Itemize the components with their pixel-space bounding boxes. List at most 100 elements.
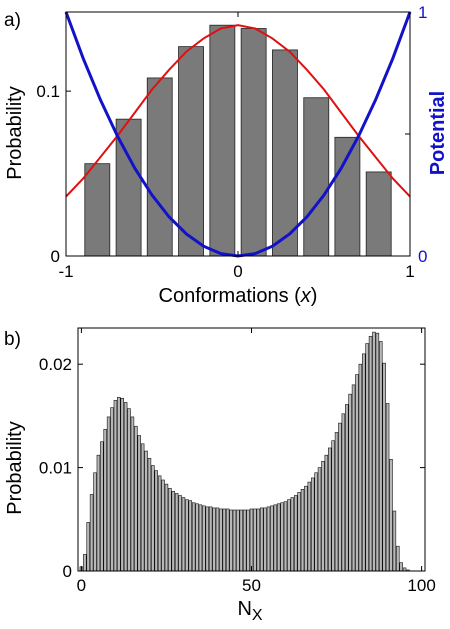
panel-b-bar: [293, 495, 298, 572]
panel-b-bar: [382, 362, 386, 572]
panel-b-bar: [253, 508, 257, 572]
panel-b-y-tick-label: 0: [63, 562, 72, 581]
panel-b-bar: [324, 454, 329, 572]
panel-a-x-axis-label: Conformations (x): [159, 285, 318, 307]
panel-b-bar: [341, 413, 346, 572]
panel-b-bar: [331, 440, 335, 572]
panel-b-bar: [195, 503, 199, 572]
panel-b-bar: [239, 509, 244, 572]
panel-a-y2-axis-label: Potential: [427, 91, 449, 175]
panel-b-x-tick-label: 50: [242, 576, 261, 595]
panel-b-bar: [96, 454, 101, 572]
panel-b-bar: [154, 470, 158, 572]
panel-b-bars: [79, 331, 410, 572]
panel-b-bar: [83, 554, 87, 572]
panel-b-bar: [358, 363, 363, 572]
panel-b-bar: [168, 487, 172, 572]
panel-b-bar: [348, 393, 352, 572]
panel-b-bar: [256, 508, 261, 572]
panel-b-bar: [385, 403, 390, 572]
panel-a-y2-tick-label: 0: [418, 247, 427, 266]
panel-a-bar: [209, 24, 236, 257]
panel-b-bar: [334, 432, 339, 572]
panel-b-bar: [157, 475, 162, 572]
panel-b-bar: [379, 341, 383, 572]
panel-a: a) Probability Potential Conformations (…: [4, 3, 449, 307]
panel-a-bar: [303, 97, 330, 257]
panel-b-bar: [106, 416, 111, 572]
panel-b-bar: [110, 407, 114, 572]
panel-b-y-tick-label: 0.02: [39, 355, 72, 374]
panel-b-bar: [188, 500, 193, 572]
panel-a-y2-tick-label: 1: [418, 3, 427, 22]
panel-b-bar: [375, 332, 380, 572]
panel-a-bars: [84, 24, 392, 257]
panel-b-bar: [198, 504, 203, 572]
panel-b-bar: [365, 343, 369, 572]
panel-a-x-axis-label-close: ): [311, 285, 318, 307]
panel-b-bar: [276, 503, 281, 572]
panel-b-bar: [307, 481, 312, 572]
panel-b-bar: [185, 499, 189, 572]
panel-b-bar: [351, 384, 356, 572]
panel-b-bar: [103, 429, 107, 572]
panel-b-bar: [100, 441, 104, 572]
panel-b-ticks: 0 50 100 0 0.01 0.02: [39, 328, 436, 595]
panel-a-y-axis-label: Probability: [4, 86, 26, 179]
panel-b-bar: [147, 457, 152, 572]
panel-b-bar: [134, 425, 138, 572]
panel-b-x-tick-label: 0: [77, 576, 86, 595]
panel-b-bar: [212, 507, 216, 572]
panel-b-bar: [389, 459, 393, 572]
panel-b-bar: [174, 493, 179, 572]
panel-b-bar: [287, 499, 291, 572]
panel-b-bar: [161, 479, 165, 572]
panel-b-bar: [164, 483, 169, 572]
panel-b-bar: [229, 509, 233, 572]
panel-b: b) Probability NX 0 50 100 0 0.01 0.02: [4, 327, 436, 624]
panel-b-bar: [280, 502, 284, 572]
panel-b-bar: [205, 506, 210, 572]
panel-b-x-axis-label: NX: [237, 598, 262, 624]
panel-b-x-axis-label-main: N: [237, 598, 251, 620]
panel-a-x-tick-label: 0: [233, 262, 242, 281]
panel-b-bar: [327, 447, 332, 572]
panel-b-bar: [93, 472, 97, 572]
panel-a-x-tick-label: 1: [405, 262, 414, 281]
panel-b-bar: [317, 467, 322, 572]
panel-b-bar: [117, 396, 121, 572]
panel-b-y-tick-label: 0.01: [39, 459, 72, 478]
panel-a-x-axis-label-var: x: [300, 285, 312, 307]
panel-b-bar: [202, 505, 206, 572]
panel-b-bar: [321, 461, 325, 572]
panel-b-bar: [219, 508, 223, 572]
panel-a-bar: [146, 77, 173, 257]
panel-a-bar: [272, 49, 298, 257]
panel-b-bar: [246, 509, 250, 572]
panel-a-y-tick-label: 0: [51, 247, 60, 266]
panel-b-bar: [225, 508, 230, 572]
panel-b-bar: [249, 508, 254, 572]
panel-b-bar: [242, 509, 247, 572]
panel-b-label: b): [4, 329, 21, 350]
panel-a-bar: [365, 171, 392, 257]
panel-a-bar: [84, 163, 111, 257]
panel-b-bar: [368, 335, 373, 572]
panel-b-bar: [355, 374, 359, 572]
panel-a-y-tick-label: 0.1: [36, 82, 60, 101]
panel-b-bar: [140, 443, 145, 572]
panel-a-bar: [178, 46, 204, 257]
panel-b-bar: [314, 472, 318, 572]
panel-b-bar: [345, 404, 349, 572]
panel-b-bar: [137, 435, 141, 572]
panel-b-bar: [338, 422, 342, 572]
panel-b-bar: [215, 507, 220, 572]
panel-b-bar: [297, 492, 301, 572]
panel-a-bar: [240, 28, 267, 257]
panel-b-bar: [290, 497, 295, 572]
panel-a-probability-curve: [65, 24, 411, 198]
panel-b-bar: [300, 489, 305, 572]
panel-b-bar: [120, 398, 124, 572]
panel-b-bar: [86, 522, 90, 572]
